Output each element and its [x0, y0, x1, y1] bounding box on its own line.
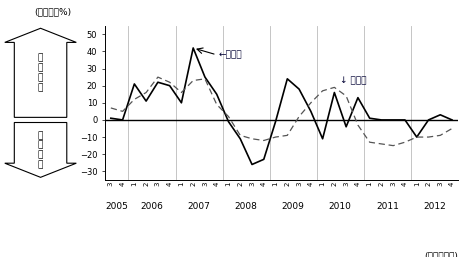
Text: ←実績値: ←実績値 — [218, 50, 242, 59]
Text: 2008: 2008 — [234, 202, 257, 211]
Text: 2011: 2011 — [375, 202, 398, 211]
Text: 株
価
上
昇: 株 価 上 昇 — [38, 54, 43, 92]
Text: 2007: 2007 — [187, 202, 210, 211]
Text: 株
価
下
落: 株 価 下 落 — [38, 131, 43, 169]
Text: (年、四半期): (年、四半期) — [423, 251, 457, 257]
Text: 2009: 2009 — [281, 202, 304, 211]
Text: 2012: 2012 — [422, 202, 445, 211]
Text: 2006: 2006 — [140, 202, 163, 211]
Text: 2010: 2010 — [328, 202, 351, 211]
Text: 2005: 2005 — [105, 202, 128, 211]
Text: (前期比、%): (前期比、%) — [34, 7, 71, 16]
Text: ↓ 推計値: ↓ 推計値 — [339, 76, 366, 85]
